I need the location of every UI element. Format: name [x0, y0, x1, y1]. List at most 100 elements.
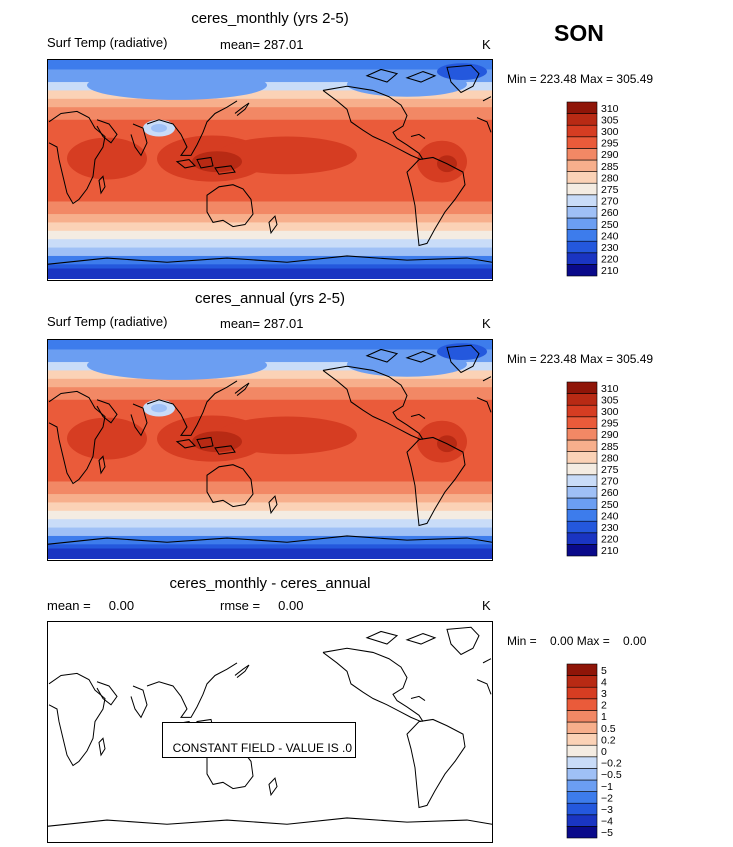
colorbar-swatch — [566, 698, 598, 711]
panel-1-colorbar: 2102202302402502602702752802852902953003… — [566, 101, 619, 277]
colorbar-swatch — [566, 744, 598, 758]
colorbar-swatch — [566, 462, 598, 476]
colorbar-tick-label: 0 — [601, 746, 607, 758]
colorbar-swatch — [566, 240, 598, 254]
colorbar-swatch — [566, 520, 598, 534]
colorbar-tick-label: 240 — [601, 510, 619, 522]
colorbar-tick-label: 305 — [601, 114, 619, 126]
colorbar-tick-label: 300 — [601, 126, 619, 138]
panel-1-variable-label: Surf Temp (radiative) — [47, 35, 168, 50]
constant-field-note: CONSTANT FIELD - VALUE IS .0 — [172, 741, 353, 755]
colorbar-swatch — [566, 171, 598, 184]
colorbar-tick-label: −4 — [601, 816, 613, 828]
colorbar-tick-label: 230 — [601, 242, 619, 254]
colorbar-swatch — [566, 404, 598, 418]
panel-1-minmax: Min = 223.48 Max = 305.49 — [507, 72, 654, 86]
colorbar-swatch — [566, 721, 598, 734]
colorbar-tick-label: 275 — [601, 184, 619, 196]
colorbar-swatch — [566, 497, 598, 510]
panel-2-variable-label: Surf Temp (radiative) — [47, 314, 168, 329]
panel-3-rmse-label: rmse = 0.00 — [220, 598, 304, 613]
colorbar-tick-label: 0.2 — [601, 734, 616, 746]
panel-3-minmax: Min = 0.00 Max = 0.00 — [507, 634, 647, 648]
colorbar-tick-label: 300 — [601, 406, 619, 418]
colorbar-tick-label: 250 — [601, 219, 619, 231]
colorbar-swatch — [566, 393, 598, 406]
colorbar-tick-label: 210 — [601, 545, 619, 557]
colorbar-tick-label: 280 — [601, 172, 619, 184]
colorbar-tick-label: 310 — [601, 383, 619, 395]
colorbar-tick-label: 3 — [601, 688, 607, 700]
colorbar-tick-label: 250 — [601, 499, 619, 511]
colorbar-swatch — [566, 194, 598, 207]
panel-2-title: ceres_annual (yrs 2-5) — [194, 290, 346, 307]
colorbar-swatch — [566, 768, 598, 781]
colorbar-swatch — [566, 509, 598, 522]
colorbar-tick-label: 5 — [601, 665, 607, 677]
colorbar-swatch — [566, 124, 598, 138]
colorbar-tick-label: 4 — [601, 676, 607, 688]
panel-3-units: K — [482, 598, 491, 613]
colorbar-swatch — [566, 710, 598, 723]
colorbar-swatch — [566, 148, 598, 161]
colorbar-swatch — [566, 229, 598, 242]
colorbar-swatch — [566, 802, 598, 816]
colorbar-tick-label: 285 — [601, 441, 619, 453]
colorbar-swatch — [566, 532, 598, 545]
colorbar-tick-label: 260 — [601, 207, 619, 219]
colorbar-swatch — [566, 451, 598, 464]
colorbar-tick-label: −1 — [601, 781, 613, 793]
colorbar-tick-label: 285 — [601, 161, 619, 173]
colorbar-swatch — [566, 474, 598, 487]
colorbar-swatch — [566, 791, 598, 804]
colorbar-tick-label: 1 — [601, 711, 607, 723]
colorbar-tick-label: 260 — [601, 487, 619, 499]
colorbar-swatch — [566, 814, 598, 827]
colorbar-swatch — [566, 252, 598, 265]
colorbar-tick-label: 240 — [601, 230, 619, 242]
colorbar-swatch — [566, 663, 598, 676]
colorbar-tick-label: 295 — [601, 418, 619, 430]
colorbar-tick-label: 210 — [601, 265, 619, 277]
colorbar-tick-label: 270 — [601, 196, 619, 208]
colorbar-swatch — [566, 544, 598, 557]
colorbar-tick-label: 280 — [601, 452, 619, 464]
colorbar-swatch — [566, 217, 598, 230]
panel-1-mean-label: mean= 287.01 — [220, 37, 304, 52]
colorbar-swatch — [566, 428, 598, 441]
colorbar-swatch — [566, 182, 598, 196]
panel-2-minmax: Min = 223.48 Max = 305.49 — [507, 352, 654, 366]
colorbar-swatch — [566, 101, 598, 114]
colorbar-swatch — [566, 159, 598, 172]
colorbar-swatch — [566, 686, 598, 700]
colorbar-tick-label: 0.5 — [601, 723, 616, 735]
colorbar-swatch — [566, 381, 598, 394]
colorbar-tick-label: −0.2 — [601, 758, 622, 770]
panel-2-map — [47, 339, 493, 561]
colorbar-tick-label: −0.5 — [601, 769, 622, 781]
colorbar-swatch — [566, 675, 598, 688]
colorbar-tick-label: 2 — [601, 700, 607, 712]
colorbar-tick-label: 230 — [601, 522, 619, 534]
panel-3-mean-label: mean = 0.00 — [47, 598, 135, 613]
panel-2-mean-label: mean= 287.01 — [220, 316, 304, 331]
constant-field-note-box: CONSTANT FIELD - VALUE IS .0 — [162, 722, 357, 758]
colorbar-swatch — [566, 486, 598, 499]
colorbar-tick-label: −5 — [601, 827, 613, 839]
colorbar-swatch — [566, 756, 598, 769]
colorbar-swatch — [566, 264, 598, 277]
colorbar-swatch — [566, 439, 598, 452]
colorbar-swatch — [566, 136, 598, 149]
panel-1-units: K — [482, 37, 491, 52]
colorbar-tick-label: 220 — [601, 534, 619, 546]
season-label: SON — [554, 20, 604, 46]
colorbar-tick-label: 275 — [601, 464, 619, 476]
colorbar-tick-label: 290 — [601, 429, 619, 441]
colorbar-swatch — [566, 206, 598, 219]
colorbar-tick-label: −2 — [601, 792, 613, 804]
panel-1-map — [47, 59, 493, 281]
colorbar-tick-label: 270 — [601, 476, 619, 488]
colorbar-swatch — [566, 416, 598, 429]
